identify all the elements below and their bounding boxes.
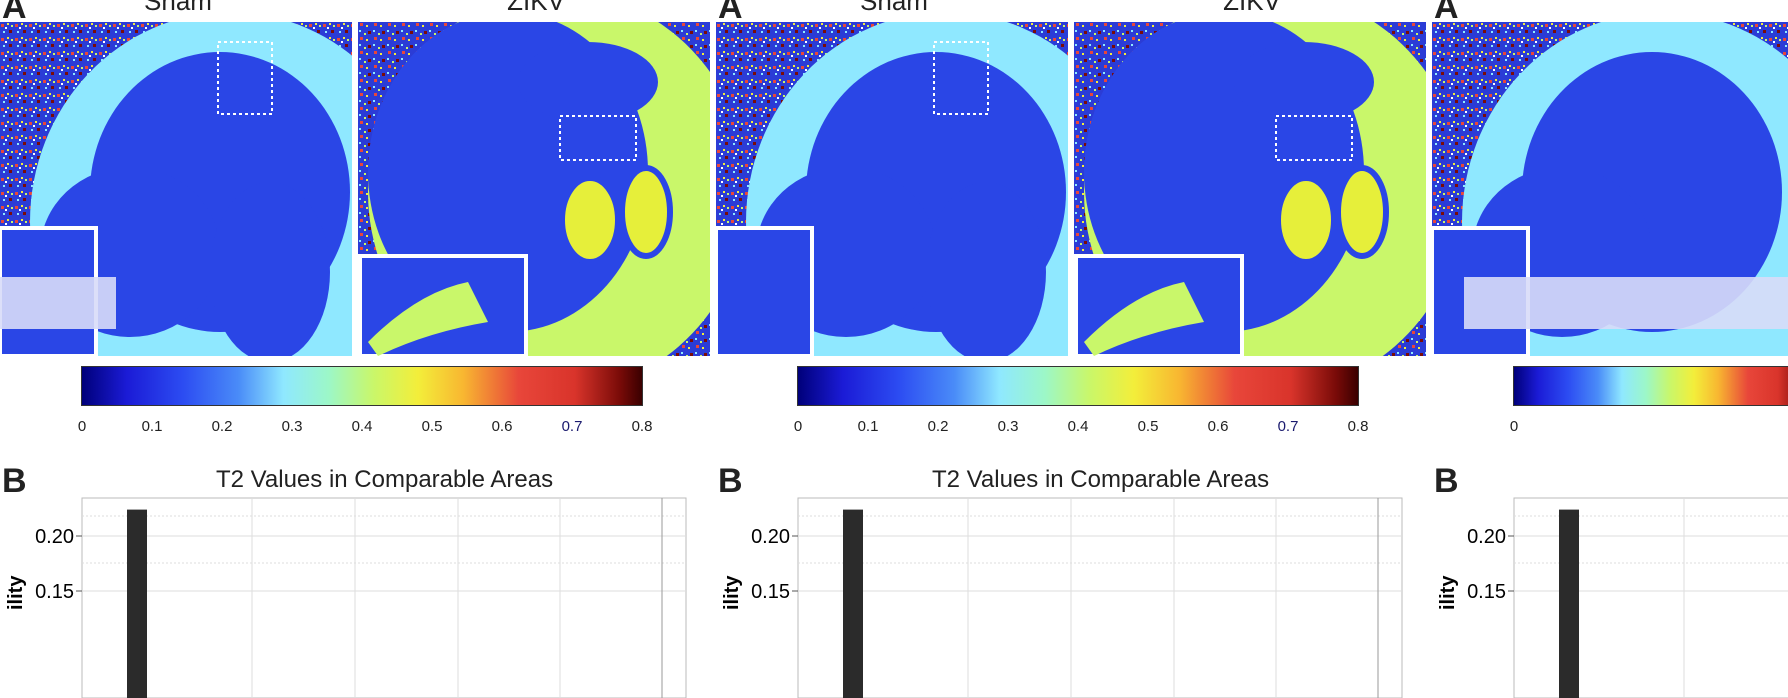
colorbar-tick: 0.5	[421, 418, 443, 435]
zikv-mri-image	[1074, 22, 1426, 356]
colorbar-tick: 0.4	[351, 418, 373, 435]
colorbar-tick: 0.3	[281, 418, 303, 435]
colorbar-tick: 0.6	[491, 418, 513, 435]
panel-letter-b: B	[718, 462, 743, 500]
zikv-label: ZIKV	[507, 0, 565, 16]
sham-mri-image	[0, 22, 352, 356]
sham-mri-image	[716, 22, 1068, 356]
y-tick-label: 0.20	[35, 526, 74, 548]
chart-title: T2 Values in Comparable Areas	[216, 466, 554, 493]
colorbar-tick: 0.7	[561, 418, 583, 435]
colorbar-tick: 0.5	[1137, 418, 1159, 435]
t2-bar-chart: 0.20 0.15 ility	[721, 497, 1403, 698]
bar	[843, 509, 863, 698]
chart-title: T2 Values in Comparable Areas	[932, 466, 1270, 493]
panel-letter-b: B	[2, 462, 27, 500]
plot-area	[1513, 497, 1788, 698]
plot-area	[81, 497, 687, 698]
colorbar-tick: 0	[77, 418, 87, 435]
plot-area	[797, 497, 1403, 698]
colorbar-tick: 0.2	[927, 418, 949, 435]
colorbar	[797, 366, 1359, 406]
y-axis-label: ility	[1437, 575, 1459, 610]
colorbar-tick: 0.7	[1277, 418, 1299, 435]
figure-tile-2: A Sham ZIKV 0 0.1 0.2 0.3 0.4 0.5	[716, 0, 1432, 698]
panel-letter-a: A	[1434, 0, 1459, 26]
colorbar-tick: 0.1	[141, 418, 163, 435]
zikv-label: ZIKV	[1223, 0, 1281, 16]
colorbar-tick: 0.8	[1347, 418, 1369, 435]
y-tick-label: 0.20	[1467, 526, 1506, 548]
y-axis-label: ility	[721, 575, 743, 610]
zikv-mri-image	[358, 22, 710, 356]
colorbar-tick: 0.1	[857, 418, 879, 435]
colorbar-tick: 0.4	[1067, 418, 1089, 435]
colorbar-tick: 0	[1509, 418, 1519, 435]
y-axis-label: ility	[5, 575, 27, 610]
colorbar-tick: 0.6	[1207, 418, 1229, 435]
figure-tile-1: A Sham ZIKV	[0, 0, 716, 698]
y-tick-label: 0.15	[1467, 581, 1506, 603]
colorbar-tick: 0.2	[211, 418, 233, 435]
colorbar-tick: 0.8	[631, 418, 653, 435]
sham-label: Sham	[144, 0, 212, 16]
sham-mri-image	[1432, 22, 1788, 356]
colorbar	[81, 366, 643, 406]
grid-lines	[82, 498, 686, 698]
grid-lines	[798, 498, 1402, 698]
figure-tile-3: A 0 B 0.20 0.15 ility	[1432, 0, 1788, 698]
panel-letter-b: B	[1434, 462, 1459, 500]
colorbar-tick: 0	[793, 418, 803, 435]
bar	[1559, 509, 1579, 698]
y-tick-label: 0.20	[751, 526, 790, 548]
y-tick-label: 0.15	[751, 581, 790, 603]
y-tick-label: 0.15	[35, 581, 74, 603]
colorbar	[1513, 366, 1788, 406]
sham-label: Sham	[860, 0, 928, 16]
bar	[127, 509, 147, 698]
panel-letter-a: A	[718, 0, 743, 26]
colorbar-tick: 0.3	[997, 418, 1019, 435]
t2-bar-chart: 0.20 0.15 ility	[1437, 497, 1788, 698]
panel-letter-a: A	[2, 0, 27, 26]
t2-bar-chart: 0.20 0.15 ility	[5, 497, 687, 698]
